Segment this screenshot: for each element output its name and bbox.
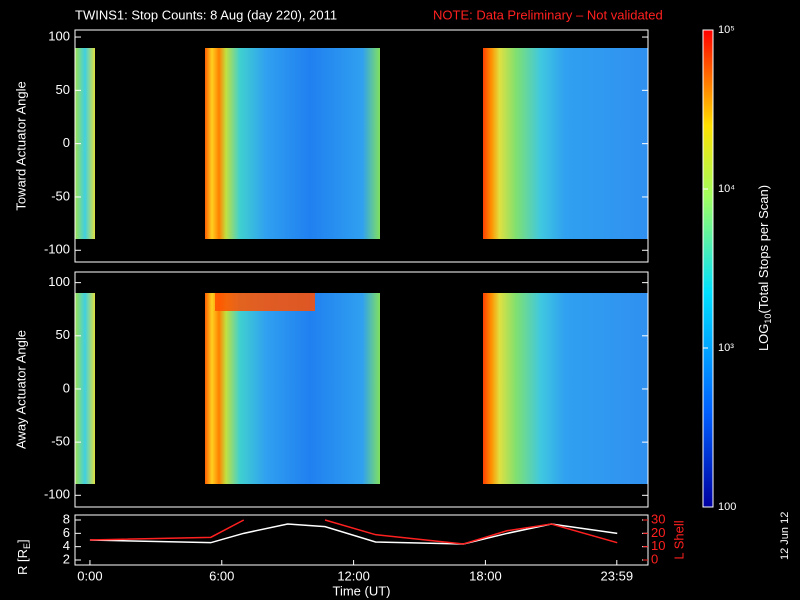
y2-tick-label: 20 [651, 525, 665, 540]
plot-frame [74, 514, 649, 566]
colorbar-tick-label: 10⁴ [718, 183, 735, 195]
y-tick-label: -100 [44, 242, 70, 257]
chart-title: TWINS1: Stop Counts: 8 Aug (day 220), 20… [75, 7, 337, 22]
x-tick-label: 23:59 [601, 568, 634, 583]
y2-tick-label: 30 [651, 511, 665, 526]
y-axis-label: Away Actuator Angle [13, 330, 28, 449]
y-tick-label: 100 [48, 274, 70, 289]
y2-tick-label: 0 [651, 551, 658, 566]
plot-frame [74, 29, 649, 263]
colorbar-label: LOG10(Total Stops per Scan) [756, 185, 773, 351]
r-label: R [RE] [15, 539, 32, 575]
y-tick-label: 2 [63, 551, 70, 566]
date-stamp: 12 Jun 12 [779, 512, 791, 560]
colorbar-tick-label: 10³ [718, 342, 734, 354]
series-line [89, 519, 618, 545]
x-tick-label: 0:00 [77, 568, 102, 583]
y-tick-label: 8 [63, 511, 70, 526]
x-tick-label: 12:00 [337, 568, 370, 583]
spectrogram-mid [75, 293, 648, 484]
colorbar-tick-label: 100 [718, 501, 736, 513]
colorbar-tick-label: 10⁵ [718, 24, 735, 36]
y-tick-label: 0 [63, 135, 70, 150]
y-axis-label: Toward Actuator Angle [13, 81, 28, 210]
note: NOTE: Data Preliminary – Not validated [433, 7, 663, 22]
y-tick-label: -50 [51, 188, 70, 203]
colorbar [702, 29, 714, 508]
y2-axis-label: L Shell [671, 520, 686, 559]
y2-tick-label: 10 [651, 538, 665, 553]
x-tick-label: 18:00 [469, 568, 502, 583]
y-tick-label: 50 [56, 82, 70, 97]
y-tick-label: -100 [44, 487, 70, 502]
y-tick-label: 6 [63, 525, 70, 540]
spectrogram-top [75, 48, 648, 239]
y-tick-label: 4 [63, 538, 70, 553]
x-axis-label: Time (UT) [332, 583, 390, 598]
y-tick-label: 100 [48, 28, 70, 43]
y-tick-label: -50 [51, 434, 70, 449]
plot-frame [74, 271, 649, 508]
y-tick-label: 50 [56, 327, 70, 342]
series-line [89, 523, 618, 545]
x-tick-label: 6:00 [209, 568, 234, 583]
y-tick-label: 0 [63, 380, 70, 395]
